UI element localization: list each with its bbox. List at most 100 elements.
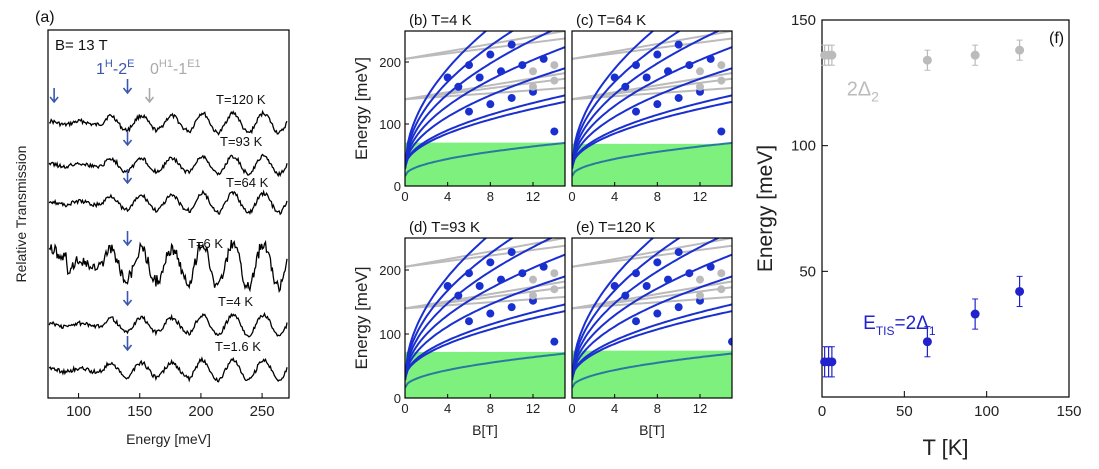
plot-frame-f	[821, 19, 1070, 398]
x-tick-label-a: 250	[250, 403, 275, 420]
data-point	[507, 303, 516, 312]
bulk-band	[405, 142, 565, 186]
data-point	[497, 275, 505, 284]
x-tick-label: 12	[526, 189, 540, 204]
x-axis-label-a: Energy [meV]	[126, 431, 211, 447]
data-point-gap2	[827, 50, 837, 60]
spectrum-temp-label: T=93 K	[220, 134, 263, 149]
data-point	[632, 317, 640, 326]
data-point-gray	[696, 291, 704, 300]
data-point	[653, 258, 662, 267]
data-point-gray	[529, 67, 537, 76]
x-tick-label: 8	[654, 189, 661, 204]
data-point	[610, 73, 619, 82]
data-point-gray	[529, 275, 537, 284]
data-point-gray	[529, 291, 537, 300]
transition-arrow	[122, 231, 133, 247]
data-point	[486, 50, 495, 59]
panel-label-a: (a)	[35, 9, 55, 26]
spectrum-temp-label: T=6 K	[188, 236, 223, 251]
data-point-gray	[550, 269, 559, 278]
data-point	[685, 61, 694, 70]
landau-level-line	[405, 310, 565, 380]
data-point-gray	[696, 82, 704, 91]
landau-level-line	[405, 31, 488, 169]
data-point	[454, 82, 463, 91]
landau-level-line	[405, 275, 565, 381]
data-point-gray	[696, 67, 704, 76]
landau-level-line	[572, 238, 682, 381]
transition-arrow	[122, 79, 133, 95]
plot-area-c	[572, 31, 732, 186]
data-point	[443, 73, 452, 82]
data-point-gap2	[922, 55, 932, 65]
landau-level-line	[572, 310, 732, 380]
landau-level-line	[405, 238, 554, 381]
panel-title-d: (d) T=93 K	[409, 219, 480, 236]
plot-frame-e	[571, 237, 733, 399]
x-tick-label: 4	[611, 401, 618, 416]
x-tick-label-f: 0	[818, 403, 826, 420]
spectrum-line	[48, 356, 288, 383]
gray-fan-line	[572, 31, 732, 60]
landau-level-line	[405, 253, 565, 381]
bulk-band	[405, 351, 565, 398]
surface-state-line	[572, 141, 732, 177]
y-axis-label-a: Relative Transmission	[13, 146, 29, 283]
spectrum-temp-label: T=64 K	[226, 175, 269, 190]
landau-level-line	[572, 46, 732, 169]
x-tick-label: 8	[654, 401, 661, 416]
panel-title-c: (c) T=64 K	[576, 12, 646, 29]
landau-level-line	[572, 100, 732, 168]
x-tick-label-f: 50	[896, 403, 913, 420]
data-point	[653, 100, 662, 109]
landau-level-line	[405, 303, 565, 380]
landau-level-line	[572, 253, 732, 381]
data-point	[632, 107, 640, 116]
landau-level-line	[405, 46, 565, 169]
x-tick-label-f: 150	[1056, 403, 1081, 420]
data-point-gap2	[1015, 45, 1025, 55]
spectrum-temp-label: T=1.6 K	[215, 339, 261, 354]
landau-level-line	[572, 31, 721, 169]
y-axis-label-b: Energy [meV]	[352, 57, 371, 160]
data-point-gray	[550, 285, 559, 294]
gray-fan-line	[572, 87, 732, 101]
plot-frame-d	[404, 237, 566, 399]
data-point	[621, 82, 630, 91]
surface-state-line	[405, 141, 565, 177]
data-point	[507, 40, 516, 49]
landau-level-line	[405, 31, 515, 169]
landau-level-line	[572, 94, 732, 168]
data-point-gap2	[970, 50, 980, 60]
gray-fan-line	[405, 87, 565, 101]
data-point	[539, 54, 548, 63]
x-tick-label: 8	[487, 189, 494, 204]
landau-level-line	[572, 238, 721, 381]
transition-arrow	[122, 131, 133, 147]
y-axis-label-f: Energy [meV]	[754, 145, 777, 272]
gray-fan-line	[405, 238, 565, 268]
x-tick-label-f: 100	[974, 403, 999, 420]
data-point-gray	[529, 82, 537, 91]
x-tick-label: 4	[444, 401, 451, 416]
data-point	[685, 269, 694, 278]
y-tick-label-f: 150	[791, 12, 816, 29]
data-point	[518, 269, 527, 278]
spectrum-line	[48, 311, 288, 338]
landau-level-line	[572, 31, 655, 169]
data-point	[674, 303, 683, 312]
data-point	[717, 127, 726, 136]
panel-label-f: (f)	[1049, 30, 1064, 47]
data-point	[664, 275, 672, 284]
transition-label-blue: 1H-2E	[96, 58, 134, 78]
data-point	[728, 337, 732, 346]
landau-level-line	[405, 100, 565, 168]
x-tick-label: 12	[693, 401, 707, 416]
data-point-gap1	[827, 357, 837, 367]
gray-fan-line	[405, 31, 565, 60]
data-point-gap1	[1015, 286, 1025, 296]
data-point	[550, 127, 559, 136]
transition-arrow	[122, 291, 133, 307]
transition-label-gray: 0H1-1E1	[150, 58, 201, 78]
